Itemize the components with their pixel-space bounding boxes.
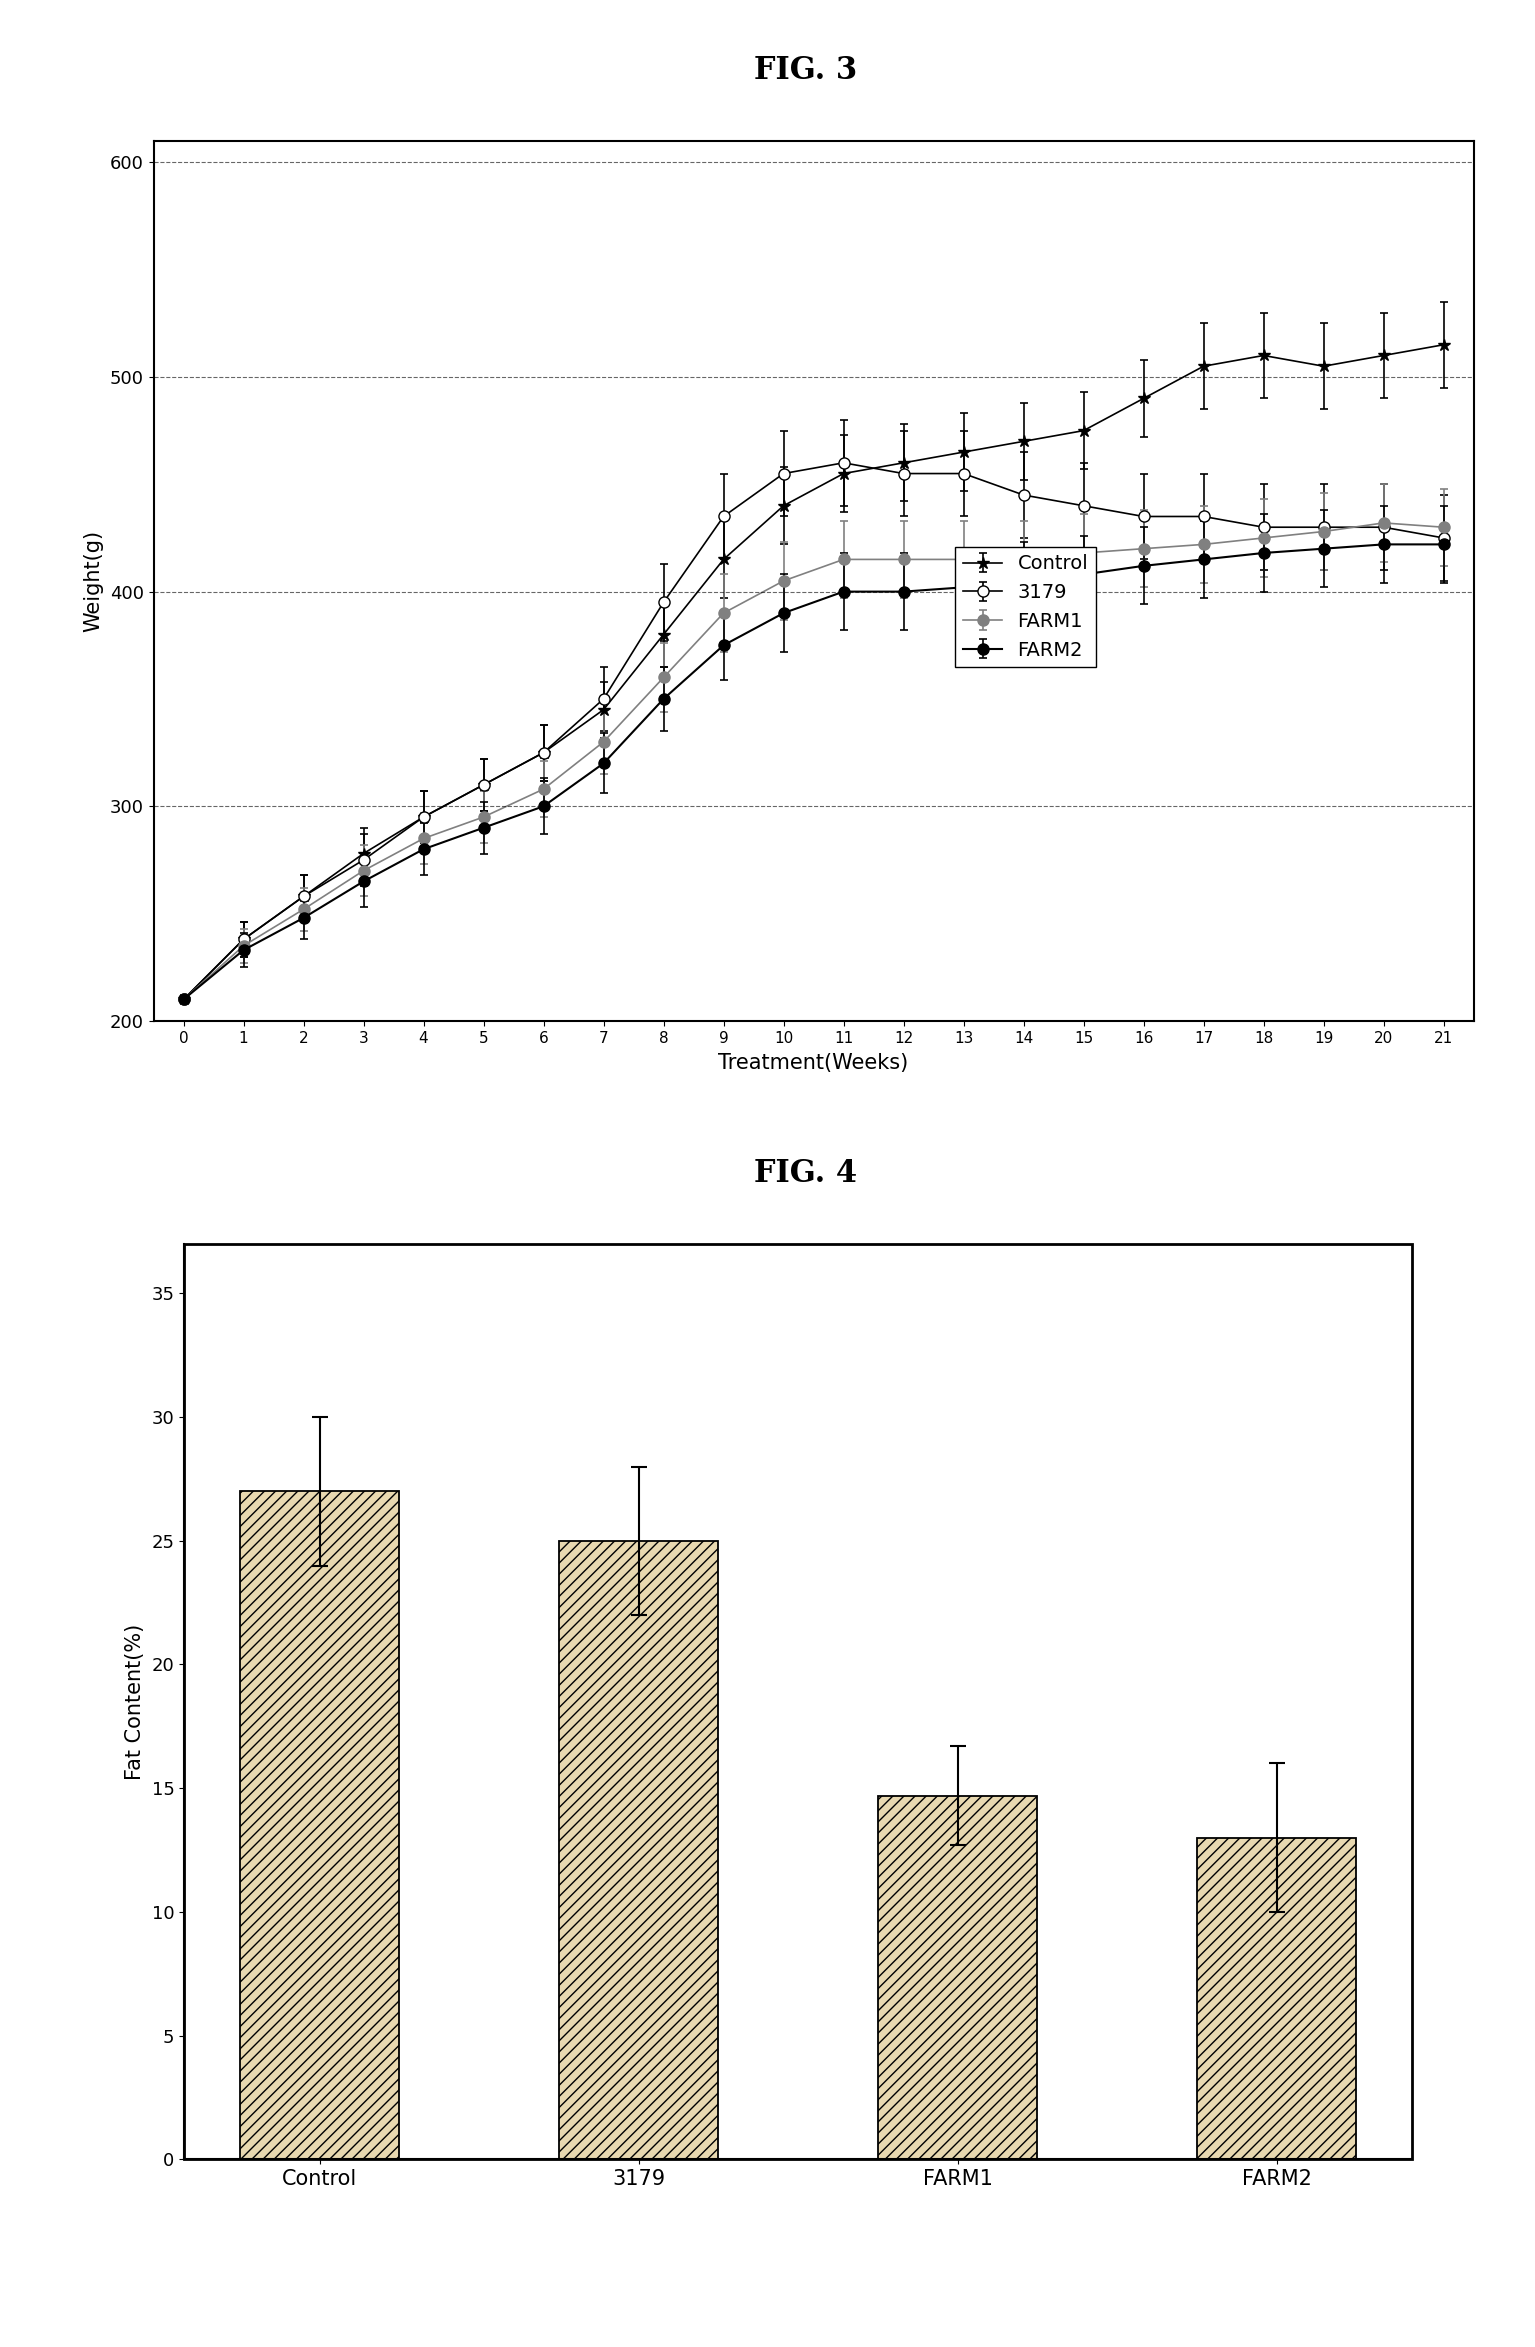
Text: FIG. 3: FIG. 3	[754, 54, 858, 87]
Y-axis label: Fat Content(%): Fat Content(%)	[124, 1624, 144, 1779]
X-axis label: Treatment(Weeks): Treatment(Weeks)	[718, 1051, 909, 1073]
Bar	[184, 1244, 1412, 2159]
Bar	[1197, 1838, 1357, 2159]
Bar	[559, 1540, 718, 2159]
Bar	[878, 1795, 1038, 2159]
Legend: Control, 3179, FARM1, FARM2: Control, 3179, FARM1, FARM2	[955, 547, 1096, 667]
Y-axis label: Weight(g): Weight(g)	[83, 530, 103, 631]
Bar	[239, 1490, 399, 2159]
Text: FIG. 4: FIG. 4	[754, 1157, 858, 1190]
